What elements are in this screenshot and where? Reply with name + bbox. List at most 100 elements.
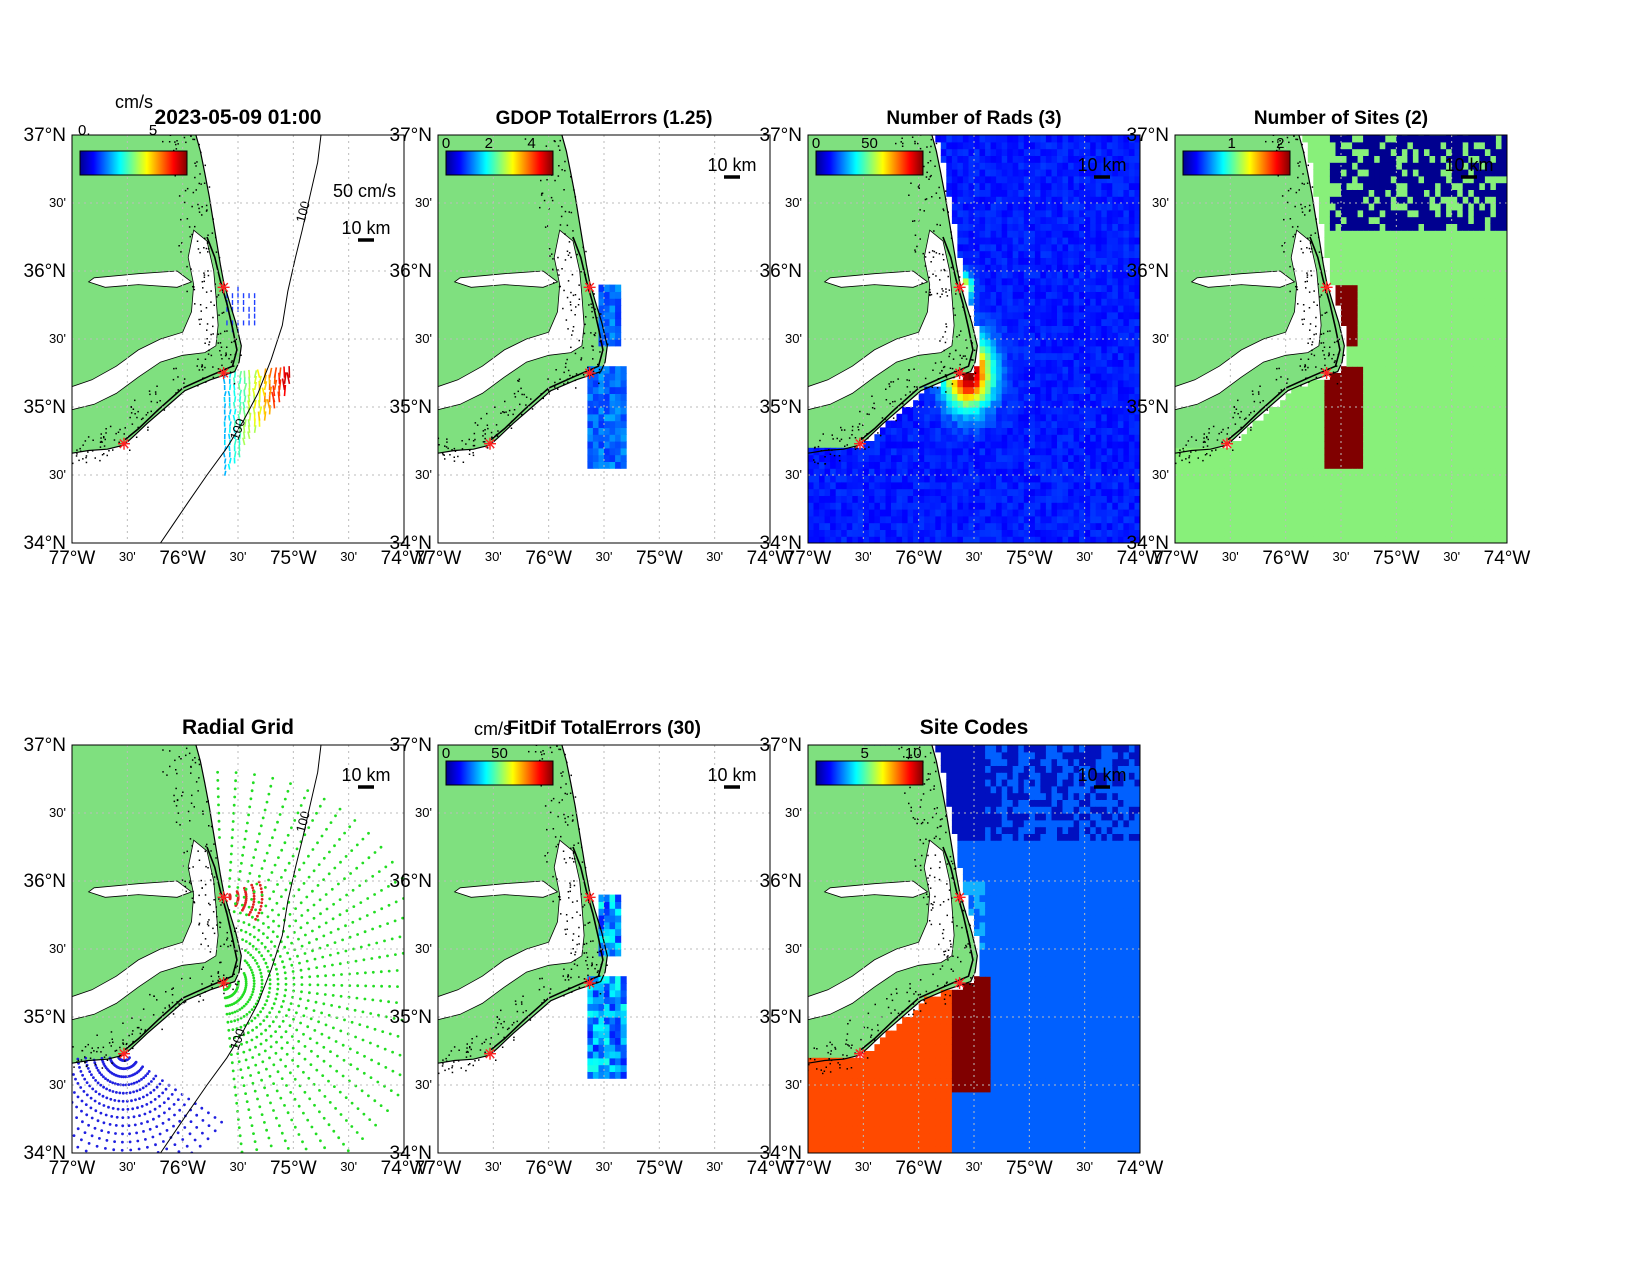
nrads-cell: [1090, 502, 1097, 510]
nrads-cell: [863, 475, 870, 483]
nsites-cell: [1368, 468, 1375, 476]
nrads-cell: [1023, 352, 1030, 360]
gdop-cell: [604, 318, 611, 326]
nrads-cell: [1079, 427, 1086, 435]
nrads-cell: [1128, 189, 1135, 197]
totals-coast-dot: [212, 366, 214, 368]
nrads-cell: [1007, 373, 1014, 381]
nrads-coast-dot: [888, 383, 890, 385]
nrads-cell: [1045, 230, 1052, 238]
nrads-coast-dot: [817, 462, 819, 465]
nrads-cell: [1023, 386, 1030, 394]
nrads-cell: [990, 135, 997, 143]
gdop-coast-dot: [421, 463, 423, 465]
nsites-cell: [1374, 339, 1381, 347]
totals-coast-dot: [155, 393, 157, 395]
nrads-cell: [918, 447, 925, 456]
nrads-cell: [1018, 169, 1025, 177]
nrads-cell: [979, 345, 986, 354]
nrads-cell: [1106, 237, 1113, 245]
nrads-cell: [885, 481, 892, 490]
gdop-coast-dot: [592, 370, 595, 373]
gdop-coast-dot: [441, 452, 444, 454]
nsites-cell: [1324, 189, 1331, 197]
nrads-cell: [1018, 277, 1025, 286]
totals-coast-dot: [132, 408, 135, 410]
nsites-cell: [1363, 379, 1370, 388]
nsites-cell: [1285, 135, 1292, 136]
nrads-cell: [1040, 291, 1047, 299]
nrads-cell: [813, 522, 820, 530]
nrads-cell: [968, 475, 975, 483]
nrads-cell: [857, 468, 864, 476]
nrads-cell: [1123, 257, 1130, 265]
nsites-cell: [1269, 454, 1276, 462]
nrads-cell: [957, 243, 964, 252]
nrads-site-star-stroke: [855, 438, 865, 449]
nrads-cell: [1023, 420, 1030, 428]
nsites-cell: [1307, 454, 1314, 462]
nrads-cell: [1029, 291, 1036, 299]
nrads-cell: [940, 454, 947, 462]
nrads-cell: [962, 488, 969, 496]
nsites-cell: [1191, 475, 1198, 483]
totals-coast-dot: [61, 459, 63, 461]
nrads-cell: [951, 475, 958, 483]
nrads-cell: [1034, 441, 1041, 449]
nsites-cell: [1197, 509, 1204, 517]
nrads-cell: [1034, 298, 1041, 306]
nrads-cell: [1034, 305, 1041, 313]
nrads-cell: [1134, 169, 1140, 177]
nsites-cell: [1274, 488, 1281, 496]
nsites-cell: [1352, 237, 1359, 245]
nsites-cell: [1379, 141, 1386, 150]
nrads-coast-dot: [902, 403, 904, 405]
nsites-cell: [1363, 502, 1370, 510]
nrads-cell: [1073, 407, 1080, 415]
nsites-cell: [1219, 509, 1226, 517]
nrads-cell: [1051, 311, 1058, 320]
totals-coast-dot: [201, 365, 204, 367]
nrads-cell: [962, 393, 969, 401]
nsites-cell: [1368, 271, 1375, 279]
nsites-cell: [1357, 332, 1364, 340]
nsites-cell: [1374, 141, 1381, 150]
nrads-cell: [979, 148, 986, 156]
nrads-cell: [1073, 135, 1080, 143]
nrads-cell: [968, 481, 975, 490]
nrads-cell: [1123, 141, 1130, 150]
nrads-cell: [1112, 427, 1119, 435]
nrads-coast-dot: [953, 307, 955, 310]
nsites-cell: [1224, 529, 1231, 537]
nrads-cell: [1117, 495, 1124, 503]
gdop-cell: [604, 332, 611, 340]
nsites-cell: [1235, 447, 1242, 456]
totals-coast-dot: [99, 459, 101, 462]
nrads-cell: [1090, 509, 1097, 517]
nrads-cell: [1029, 481, 1036, 490]
nsites-cell: [1313, 427, 1320, 435]
nrads-cell: [1117, 237, 1124, 245]
gdop-coast-dot: [551, 253, 553, 255]
nrads-cell: [1018, 379, 1025, 388]
nrads-cell: [1018, 441, 1025, 449]
nsites-cell: [1335, 393, 1342, 401]
totals-current-vector: [273, 367, 278, 378]
nrads-cell: [996, 420, 1003, 428]
nrads-cell: [974, 468, 981, 476]
nrads-cell: [1018, 502, 1025, 510]
totals-coast-dot: [177, 376, 179, 378]
nsites-cell: [1379, 515, 1386, 524]
nrads-cell: [1045, 332, 1052, 340]
nsites-cell: [1341, 495, 1348, 503]
nrads-cell: [1128, 447, 1135, 456]
nrads-cell: [857, 447, 864, 456]
nsites-cell: [1352, 447, 1359, 456]
gdop-coast-dot: [578, 284, 580, 286]
nsites-cell: [1379, 148, 1386, 156]
gdop-cell: [615, 393, 622, 401]
nrads-cell: [1084, 189, 1091, 197]
nrads-cell: [924, 495, 931, 503]
nrads-cell: [996, 509, 1003, 517]
nrads-cell: [1012, 182, 1019, 190]
